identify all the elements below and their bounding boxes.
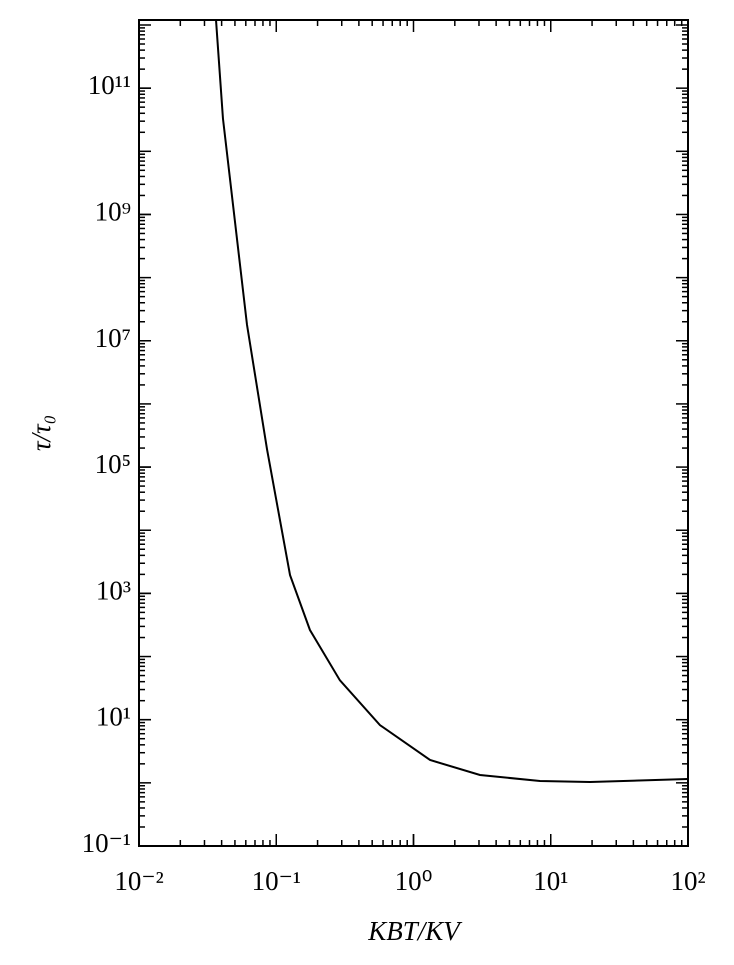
x-tick-label: 10⁰ xyxy=(395,866,433,896)
data-line xyxy=(215,20,688,784)
y-tick-label: 10³ xyxy=(96,575,131,605)
y-tick-label: 10⁵ xyxy=(95,449,131,479)
y-axis-label: τ/τ₀ xyxy=(26,415,56,451)
x-tick-label: 10⁻² xyxy=(114,866,163,896)
x-tick-label: 10² xyxy=(670,866,705,896)
y-tick-label: 10⁻¹ xyxy=(82,828,131,858)
y-tick-label: 10¹¹ xyxy=(88,70,131,100)
x-tick-label: 10⁻¹ xyxy=(252,866,301,896)
x-axis-label: KBT/KV xyxy=(367,916,463,946)
plot-frame xyxy=(138,19,689,847)
y-tick-label: 10⁷ xyxy=(95,323,131,353)
x-tick-label: 10¹ xyxy=(533,866,568,896)
y-tick-label: 10¹ xyxy=(96,702,131,732)
y-tick-label: 10⁹ xyxy=(95,196,131,226)
